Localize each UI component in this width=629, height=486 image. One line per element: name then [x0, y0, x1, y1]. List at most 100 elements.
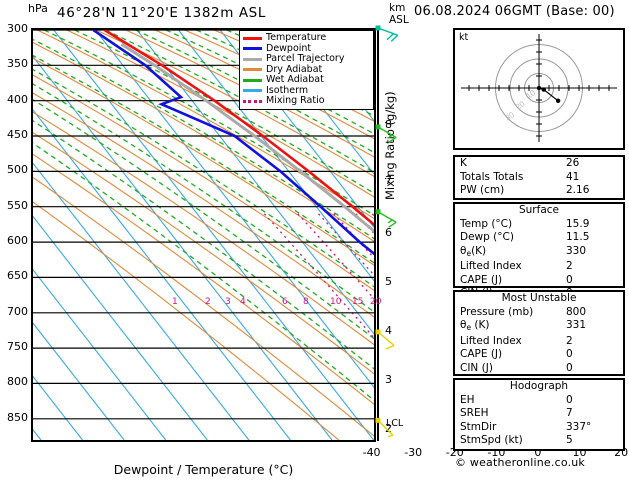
- table-row-key: CIN (J): [460, 361, 493, 374]
- table-row-value: 337°: [566, 420, 592, 433]
- table-row: EH 0: [455, 394, 623, 408]
- mixing-ratio-label: 15: [352, 297, 364, 307]
- legend-item: Wet Adiabat: [243, 75, 370, 86]
- legend-item: Dry Adiabat: [243, 63, 370, 76]
- legend: Temperature Dewpoint Parcel Trajectory Dry …: [239, 30, 374, 110]
- mixing-ratio-label: 2: [205, 297, 211, 307]
- table-row: CAPE (J) 0: [455, 274, 623, 288]
- height-tick-label: 5: [385, 275, 392, 288]
- temperature-tick-label: -40: [362, 446, 381, 459]
- legend-item: Temperature: [243, 33, 370, 44]
- mixing-ratio-label: 10: [330, 297, 342, 307]
- table-row-key: CAPE (J): [460, 348, 503, 360]
- legend-color-swatch: [243, 68, 262, 72]
- table-row-value: 5: [566, 434, 573, 446]
- temperature-tick-label: -30: [404, 446, 423, 459]
- legend-color-swatch: [243, 36, 262, 40]
- table-row-value: 0: [566, 273, 573, 286]
- legend-color-swatch: [243, 99, 262, 103]
- table-row-value: 2: [566, 260, 573, 272]
- legend-label: Temperature: [266, 32, 327, 44]
- table-row: StmDir 337°: [455, 421, 623, 435]
- pressure-axis-unit-label: hPa: [28, 2, 48, 15]
- hodograph-panel: kt 10 20 30: [453, 28, 625, 150]
- table-row-key: Totals Totals: [460, 170, 524, 183]
- pressure-tick-label: 300: [7, 22, 28, 35]
- height-tick-label: 7: [385, 174, 392, 187]
- hodograph-table: Hodograph EH 0 SREH 7 StmDir 337° StmSpd (kt) 5: [453, 378, 625, 451]
- table-row: CIN (J) 0: [455, 362, 623, 376]
- table-row: PW (cm) 2.16: [455, 184, 623, 198]
- pressure-tick-label: 450: [7, 128, 28, 142]
- legend-label: Mixing Ratio: [266, 95, 325, 107]
- table-row-value: 15.9: [566, 217, 590, 230]
- table-row: Totals Totals 41: [455, 171, 623, 185]
- table-row-key: StmSpd (kt): [460, 434, 523, 446]
- lcl-marker-label: LCL: [386, 418, 404, 429]
- surface-table: Surface Temp (°C) 15.9 Dewp (°C) 11.5 θe(K) 33…: [453, 202, 625, 299]
- x-axis-title: Dewpoint / Temperature (°C): [113, 462, 294, 477]
- table-heading: Surface: [518, 204, 559, 216]
- table-row-key: EH: [460, 393, 475, 406]
- indices-table: K 26 Totals Totals 41 PW (cm) 2.16: [453, 155, 625, 200]
- copyright-notice: © weatheronline.co.uk: [455, 456, 586, 469]
- pressure-tick-label: 650: [7, 269, 28, 283]
- table-row-value: 0: [566, 393, 573, 406]
- table-row-value: 7: [566, 407, 573, 419]
- pressure-tick-label: 800: [7, 375, 28, 389]
- table-row-key: CAPE (J): [460, 273, 503, 286]
- table-row-key: K: [460, 157, 467, 169]
- legend-color-swatch: [243, 89, 262, 93]
- table-row: θe(K) 330: [455, 245, 623, 261]
- mixing-ratio-label: 20: [370, 297, 382, 307]
- legend-item: Isotherm: [243, 85, 370, 97]
- svg-text:10: 10: [525, 88, 538, 101]
- table-row-key: θe (K): [460, 319, 490, 332]
- legend-label: Dry Adiabat: [266, 63, 323, 75]
- table-row-value: 800: [566, 305, 587, 318]
- table-row-key: Pressure (mb): [460, 305, 534, 318]
- legend-item: Mixing Ratio: [243, 96, 370, 107]
- mixing-ratio-label: 3: [225, 297, 231, 307]
- temperature-tick-label: 0: [534, 446, 542, 459]
- table-row-key: PW (cm): [460, 184, 505, 196]
- wind-barb-axis: [377, 29, 379, 441]
- table-row-key: StmDir: [460, 420, 497, 433]
- wind-barbs: [375, 25, 399, 438]
- table-row-key: Dewp (°C): [460, 231, 514, 243]
- table-row-key: Lifted Index: [460, 260, 522, 272]
- table-row: θe (K) 331: [455, 319, 623, 335]
- page-title: 46°28'N 11°20'E 1382m ASL: [57, 5, 266, 21]
- table-row-value: 2.16: [566, 184, 590, 196]
- model-run-title: 06.08.2024 06GMT (Base: 00): [414, 4, 615, 19]
- table-row: SREH 7: [455, 407, 623, 421]
- legend-label: Parcel Trajectory: [266, 53, 345, 65]
- most-unstable-table: Most Unstable Pressure (mb) 800 θe (K) 331 Li…: [453, 290, 625, 376]
- pressure-tick-label: 750: [7, 340, 28, 354]
- legend-item: Parcel Trajectory: [243, 54, 370, 65]
- table-row: Dewp (°C) 11.5: [455, 231, 623, 245]
- mixing-ratio-label: 8: [303, 297, 309, 307]
- hodograph-unit-label: kt: [459, 32, 469, 43]
- table-row-key: Temp (°C): [460, 217, 513, 230]
- height-axis-unit-label: km: [389, 2, 406, 14]
- table-row: Pressure (mb) 800: [455, 306, 623, 320]
- legend-item: Dewpoint: [243, 43, 370, 55]
- mixing-ratio-label: 4: [240, 297, 246, 307]
- table-row: Temp (°C) 15.9: [455, 218, 623, 232]
- mixing-ratio-label: 1: [172, 297, 178, 307]
- table-row-key: SREH: [460, 407, 489, 419]
- table-row: Lifted Index 2: [455, 335, 623, 349]
- table-row: Lifted Index 2: [455, 260, 623, 274]
- pressure-tick-label: 400: [7, 92, 28, 106]
- height-tick-label: 8: [385, 118, 392, 131]
- legend-color-swatch: [243, 47, 262, 51]
- skewt-diagram: [31, 28, 376, 442]
- table-row-value: 330: [566, 244, 587, 257]
- table-row-key: Lifted Index: [460, 334, 522, 347]
- height-tick-label: 4: [385, 324, 392, 337]
- table-row: CAPE (J) 0: [455, 348, 623, 362]
- pressure-tick-label: 550: [7, 198, 28, 212]
- legend-color-swatch: [243, 78, 262, 82]
